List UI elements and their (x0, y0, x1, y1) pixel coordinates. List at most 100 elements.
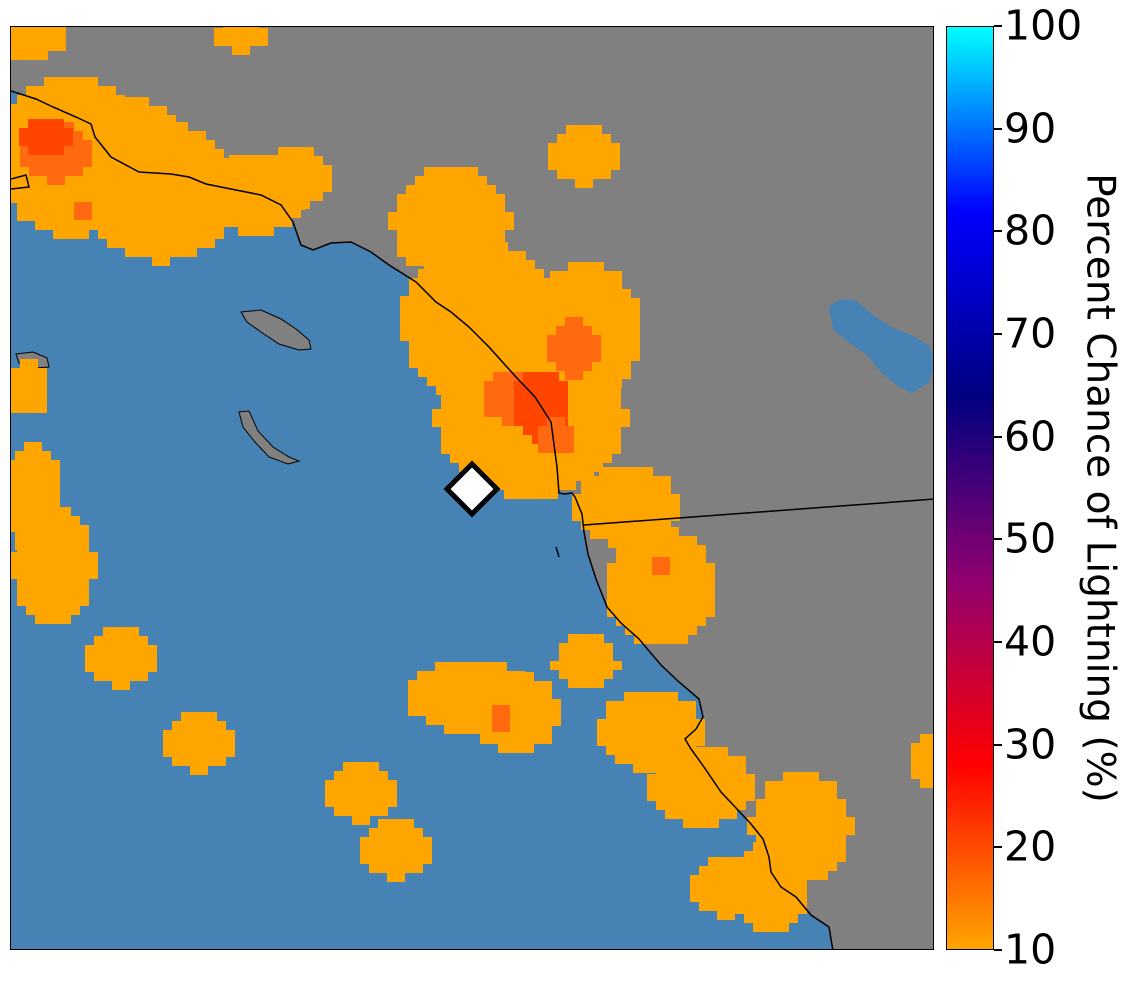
lightning-cell (107, 239, 215, 248)
lightning-cell (565, 317, 583, 326)
lightning-cell (548, 152, 620, 161)
lightning-cell (783, 772, 819, 781)
lightning-cell (17, 597, 89, 606)
lightning-cell (607, 572, 715, 581)
lightning-cell (89, 158, 233, 167)
lightning-cell (11, 122, 143, 131)
lightning-cell (547, 335, 601, 344)
lightning-cell (444, 725, 498, 734)
lightning-cell (599, 467, 653, 476)
lightning-cell (94, 636, 148, 645)
lightning-cell (606, 710, 696, 719)
lightning-cell (424, 167, 478, 176)
lightning-cell (541, 289, 631, 298)
lightning-cell (747, 826, 855, 835)
coastline-fragment (11, 174, 30, 190)
lightning-cell (559, 643, 613, 652)
lightning-cell (406, 185, 496, 194)
lightning-cell (172, 721, 226, 730)
lightning-cell (647, 783, 755, 792)
lightning-cell (548, 143, 620, 152)
lightning-cell (397, 230, 505, 239)
lightning-cell (378, 819, 414, 828)
lightning-cell (360, 855, 432, 864)
colorbar-tick-mark (994, 743, 1002, 746)
lightning-cell (86, 142, 176, 151)
lightning-cell (690, 884, 762, 893)
lightning-cell (556, 326, 592, 335)
lightning-cell (744, 851, 798, 860)
lightning-cell (559, 652, 613, 661)
lightning-cell (690, 893, 762, 902)
lightning-cell (435, 662, 507, 671)
lightning-cell (85, 654, 157, 663)
lightning-cell (756, 835, 846, 844)
lightning-cell (699, 902, 753, 911)
colorbar-tick-label: 20 (1004, 822, 1057, 871)
lightning-cell (397, 239, 505, 248)
lightning-cell (471, 699, 561, 708)
lightning-cell (11, 460, 60, 469)
lightning-cell (572, 503, 680, 512)
lightning-cell (656, 756, 746, 765)
lightning-cell (597, 719, 705, 728)
lightning-cell (369, 828, 423, 837)
island-santa-rosa (238, 410, 301, 465)
lightning-cell (572, 512, 680, 521)
lightning-cell (11, 570, 98, 579)
lightning-cell (287, 201, 305, 210)
lightning-cell (480, 735, 552, 744)
lightning-cell (19, 128, 73, 137)
lightning-cell (477, 346, 585, 355)
lightning-cell (911, 770, 933, 779)
lightning-cell (325, 789, 397, 798)
lightning-cell (504, 337, 558, 346)
colorbar-tick-label: 80 (1004, 206, 1057, 255)
lightning-cell (89, 176, 233, 185)
lightning-cell (652, 566, 670, 575)
lightning-cell (597, 737, 705, 746)
lightning-cell (459, 463, 603, 472)
lightning-cell (565, 371, 583, 380)
lightning-cell (547, 353, 601, 362)
lightning-cell (17, 579, 89, 588)
lightning-cell (85, 645, 157, 654)
lightning-cell (418, 269, 544, 278)
lightning-cell (492, 714, 510, 723)
lightning-cell (26, 516, 80, 525)
lightning-cell (11, 185, 143, 194)
lightning-cell (753, 842, 789, 851)
lightning-cell (480, 681, 552, 690)
colorbar-tick-label: 100 (1004, 1, 1083, 50)
lightning-cell (89, 167, 233, 176)
lightning-cell (211, 164, 301, 173)
colorbar-tick-label: 50 (1004, 514, 1057, 563)
lightning-cell (450, 454, 612, 463)
lightning-cell (471, 708, 561, 717)
colorbar-tick-label: 60 (1004, 412, 1057, 461)
map-canvas (11, 27, 933, 949)
lightning-cell (35, 221, 107, 230)
lightning-cell (352, 816, 370, 825)
colorbar-tick-mark (994, 230, 1002, 233)
lightning-cell (360, 846, 432, 855)
lightning-cell (408, 680, 534, 689)
lightning-cell (504, 490, 558, 499)
lightning-cell (765, 781, 837, 790)
lightning-cell (17, 203, 125, 212)
lightning-cell (484, 390, 538, 399)
lightning-cell (86, 133, 176, 142)
lightning-cell (656, 765, 746, 774)
lightning-cell (756, 844, 846, 853)
lightning-cell (699, 866, 753, 875)
lightning-cell (11, 377, 47, 386)
lightning-cell (400, 332, 562, 341)
lightning-cell (590, 530, 662, 539)
lightning-cell (717, 911, 735, 920)
lightning-cell (223, 27, 259, 28)
lightning-cell (607, 608, 715, 617)
lightning-cell (484, 408, 538, 417)
colorbar-tick-label: 40 (1004, 617, 1057, 666)
lightning-cell (260, 165, 332, 174)
lightning-cell (11, 561, 98, 570)
